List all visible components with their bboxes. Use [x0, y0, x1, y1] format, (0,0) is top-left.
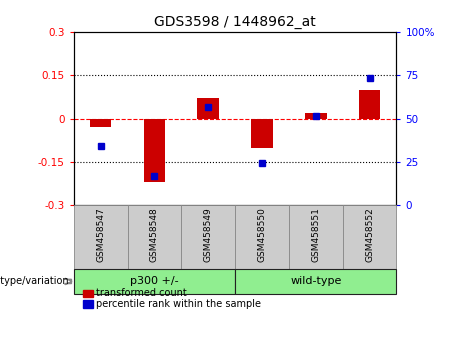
- Bar: [359, 90, 380, 119]
- Bar: [144, 119, 165, 182]
- Title: GDS3598 / 1448962_at: GDS3598 / 1448962_at: [154, 16, 316, 29]
- Bar: [90, 119, 112, 127]
- Text: GSM458548: GSM458548: [150, 207, 159, 262]
- Text: wild-type: wild-type: [290, 276, 342, 286]
- Text: GSM458550: GSM458550: [258, 207, 266, 262]
- Text: GSM458549: GSM458549: [204, 207, 213, 262]
- Text: GSM458547: GSM458547: [96, 207, 105, 262]
- Bar: [197, 98, 219, 119]
- Text: transformed count: transformed count: [96, 289, 187, 298]
- Text: percentile rank within the sample: percentile rank within the sample: [96, 299, 261, 309]
- Text: genotype/variation: genotype/variation: [0, 276, 69, 286]
- Text: GSM458551: GSM458551: [311, 207, 320, 262]
- Bar: [251, 119, 273, 148]
- Bar: [305, 113, 326, 119]
- Text: p300 +/-: p300 +/-: [130, 276, 179, 286]
- Text: GSM458552: GSM458552: [365, 207, 374, 262]
